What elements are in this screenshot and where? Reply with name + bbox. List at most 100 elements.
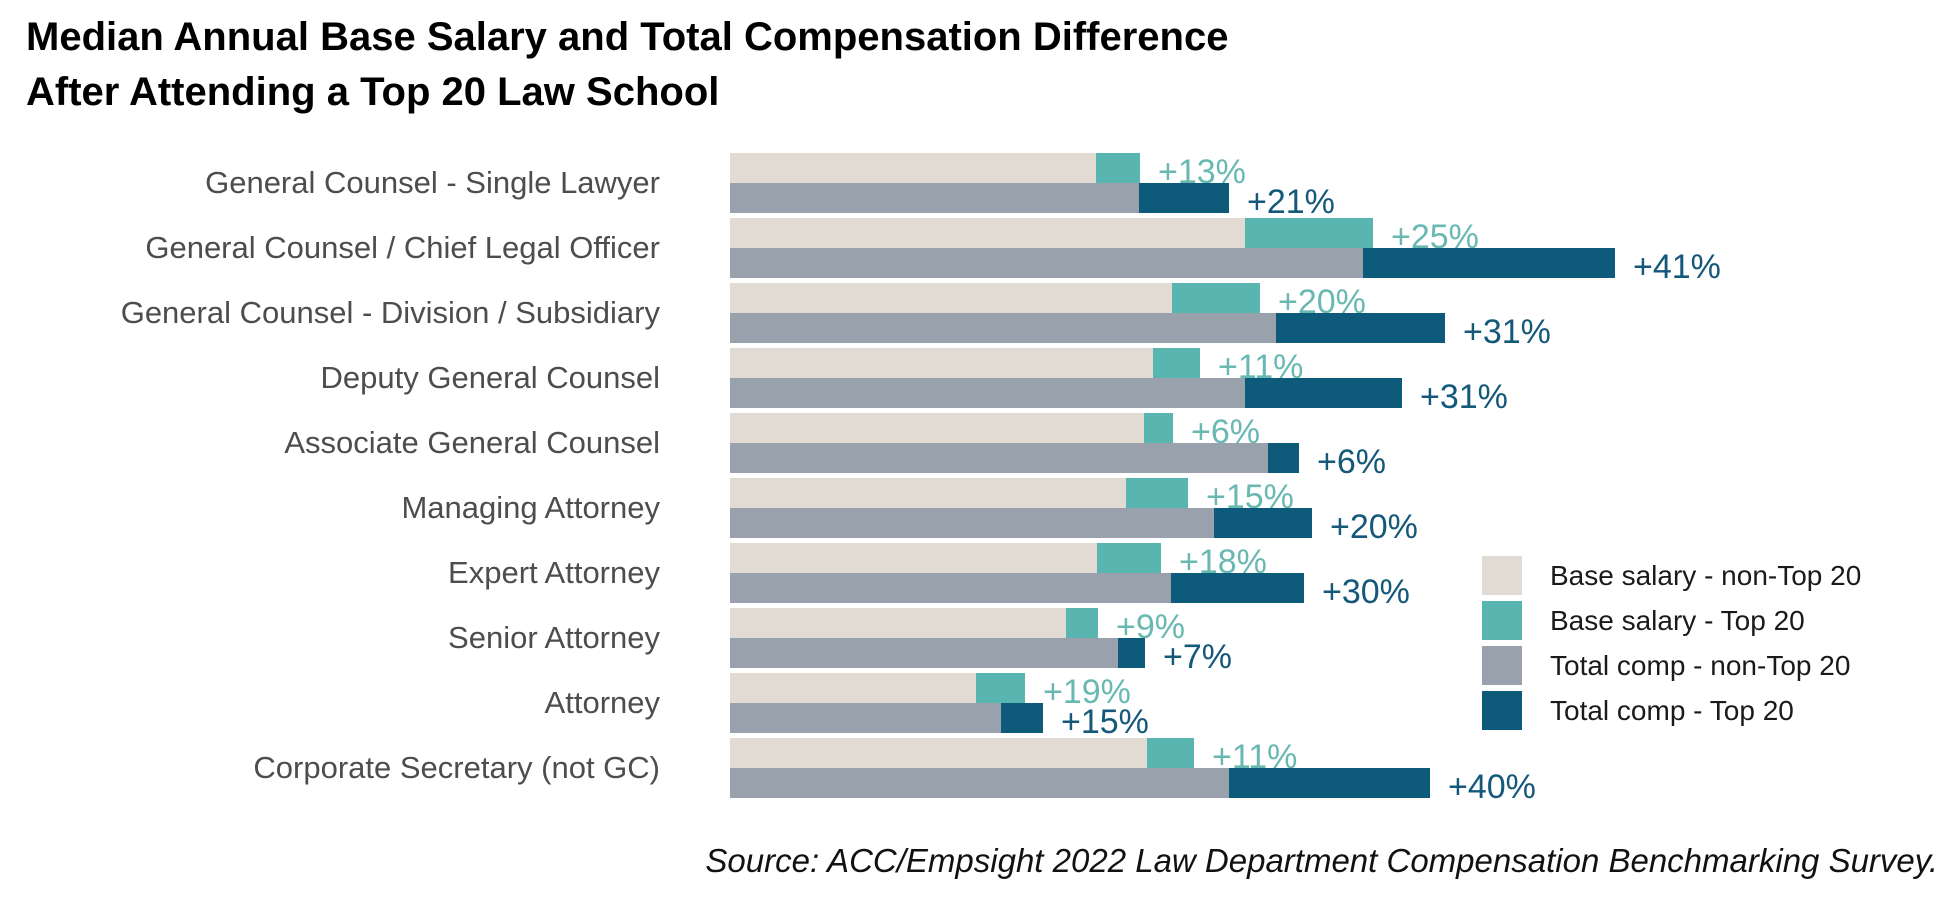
- row-label: Deputy General Counsel: [320, 360, 660, 395]
- chart-row: General Counsel - Single Lawyer +13% +21%: [0, 153, 1950, 221]
- legend-swatch: [1482, 691, 1522, 730]
- bar-total-top20: [1171, 573, 1304, 603]
- pct-label-total: +7%: [1163, 637, 1232, 676]
- bar-base-top20: [1126, 478, 1188, 508]
- bar-base-non-top20: [730, 413, 1144, 443]
- row-label: Associate General Counsel: [284, 425, 660, 460]
- row-label: General Counsel - Division / Subsidiary: [120, 295, 660, 330]
- chart-row: General Counsel / Chief Legal Officer +25…: [0, 218, 1950, 286]
- bar-total-non-top20: [730, 313, 1276, 343]
- legend-label: Base salary - Top 20: [1550, 605, 1805, 636]
- pct-label-total: +30%: [1322, 572, 1410, 611]
- base-salary-bar: +18%: [730, 543, 1267, 581]
- pct-label-total: +6%: [1317, 442, 1386, 481]
- bar-total-non-top20: [730, 183, 1139, 213]
- chart-title: Median Annual Base Salary and Total Comp…: [26, 15, 1229, 114]
- total-comp-bar: +31%: [730, 313, 1551, 351]
- bar-base-non-top20: [730, 738, 1147, 768]
- bar-base-top20: [1172, 283, 1260, 313]
- legend-label: Base salary - non-Top 20: [1550, 560, 1862, 591]
- bar-total-non-top20: [730, 378, 1245, 408]
- base-salary-bar: +15%: [730, 478, 1294, 516]
- bar-total-non-top20: [730, 768, 1229, 798]
- pct-label-total: +41%: [1633, 247, 1721, 286]
- base-salary-bar: +6%: [730, 413, 1260, 451]
- bar-total-non-top20: [730, 248, 1363, 278]
- bar-base-top20: [1144, 413, 1173, 443]
- chart-row: Associate General Counsel +6% +6%: [0, 413, 1950, 481]
- row-label: Corporate Secretary (not GC): [253, 750, 660, 785]
- bar-base-top20: [1066, 608, 1098, 638]
- chart-legend: Base salary - non-Top 20 Base salary - To…: [1482, 556, 1861, 736]
- bar-base-top20: [1096, 153, 1140, 183]
- total-comp-bar: +40%: [730, 768, 1536, 806]
- bar-total-top20: [1214, 508, 1312, 538]
- pct-label-base: +19%: [1043, 672, 1131, 711]
- total-comp-bar: +6%: [730, 443, 1386, 481]
- bar-total-top20: [1245, 378, 1402, 408]
- legend-item: Base salary - Top 20: [1482, 601, 1861, 640]
- pct-label-total: +31%: [1420, 377, 1508, 416]
- total-comp-bar: +30%: [730, 573, 1410, 611]
- bar-base-non-top20: [730, 673, 976, 703]
- bar-base-non-top20: [730, 153, 1096, 183]
- pct-label-total: +21%: [1247, 182, 1335, 221]
- total-comp-bar: +41%: [730, 248, 1721, 286]
- bar-base-top20: [1245, 218, 1373, 248]
- pct-label-total: +20%: [1330, 507, 1418, 546]
- bar-total-non-top20: [730, 703, 1001, 733]
- base-salary-bar: +13%: [730, 153, 1246, 191]
- bar-total-top20: [1229, 768, 1430, 798]
- bar-base-top20: [976, 673, 1025, 703]
- bar-base-non-top20: [730, 283, 1172, 313]
- bar-base-non-top20: [730, 348, 1153, 378]
- bar-base-non-top20: [730, 608, 1066, 638]
- total-comp-bar: +21%: [730, 183, 1335, 221]
- bar-base-top20: [1153, 348, 1200, 378]
- total-comp-bar: +7%: [730, 638, 1232, 676]
- total-comp-bar: +15%: [730, 703, 1149, 741]
- legend-swatch: [1482, 601, 1522, 640]
- base-salary-bar: +20%: [730, 283, 1366, 321]
- legend-swatch: [1482, 646, 1522, 685]
- bar-base-non-top20: [730, 218, 1245, 248]
- pct-label-total: +40%: [1448, 767, 1536, 806]
- chart-row: Deputy General Counsel +11% +31%: [0, 348, 1950, 416]
- total-comp-bar: +20%: [730, 508, 1418, 546]
- row-label: Attorney: [544, 685, 660, 720]
- bar-total-top20: [1363, 248, 1615, 278]
- legend-item: Total comp - non-Top 20: [1482, 646, 1861, 685]
- row-label: General Counsel / Chief Legal Officer: [145, 230, 660, 265]
- chart-row: Senior Attorney +9% +7%: [0, 608, 1950, 676]
- bar-total-top20: [1276, 313, 1445, 343]
- bar-total-top20: [1139, 183, 1229, 213]
- bar-total-top20: [1268, 443, 1299, 473]
- legend-label: Total comp - non-Top 20: [1550, 650, 1851, 681]
- bar-base-top20: [1147, 738, 1194, 768]
- chart-row: Attorney +19% +15%: [0, 673, 1950, 741]
- bar-total-top20: [1001, 703, 1043, 733]
- legend-item: Total comp - Top 20: [1482, 691, 1861, 730]
- pct-label-total: +31%: [1463, 312, 1551, 351]
- source-note: Source: ACC/Empsight 2022 Law Department…: [705, 842, 1938, 879]
- chart-row: Managing Attorney +15% +20%: [0, 478, 1950, 546]
- bar-total-non-top20: [730, 573, 1171, 603]
- legend-item: Base salary - non-Top 20: [1482, 556, 1861, 595]
- chart-row: General Counsel - Division / Subsidiary +…: [0, 283, 1950, 351]
- bar-base-non-top20: [730, 543, 1097, 573]
- row-label: Senior Attorney: [448, 620, 660, 655]
- base-salary-bar: +11%: [730, 738, 1297, 776]
- bar-total-top20: [1118, 638, 1145, 668]
- row-label: Managing Attorney: [401, 490, 660, 525]
- pct-label-total: +15%: [1061, 702, 1149, 741]
- base-salary-bar: +19%: [730, 673, 1131, 711]
- legend-label: Total comp - Top 20: [1550, 695, 1794, 726]
- base-salary-bar: +11%: [730, 348, 1303, 386]
- chart-row: Corporate Secretary (not GC) +11% +40%: [0, 738, 1950, 806]
- bar-base-top20: [1097, 543, 1161, 573]
- base-salary-bar: +25%: [730, 218, 1479, 256]
- bar-total-non-top20: [730, 443, 1268, 473]
- chart-row: Expert Attorney +18% +30%: [0, 543, 1950, 611]
- row-label: Expert Attorney: [448, 555, 660, 590]
